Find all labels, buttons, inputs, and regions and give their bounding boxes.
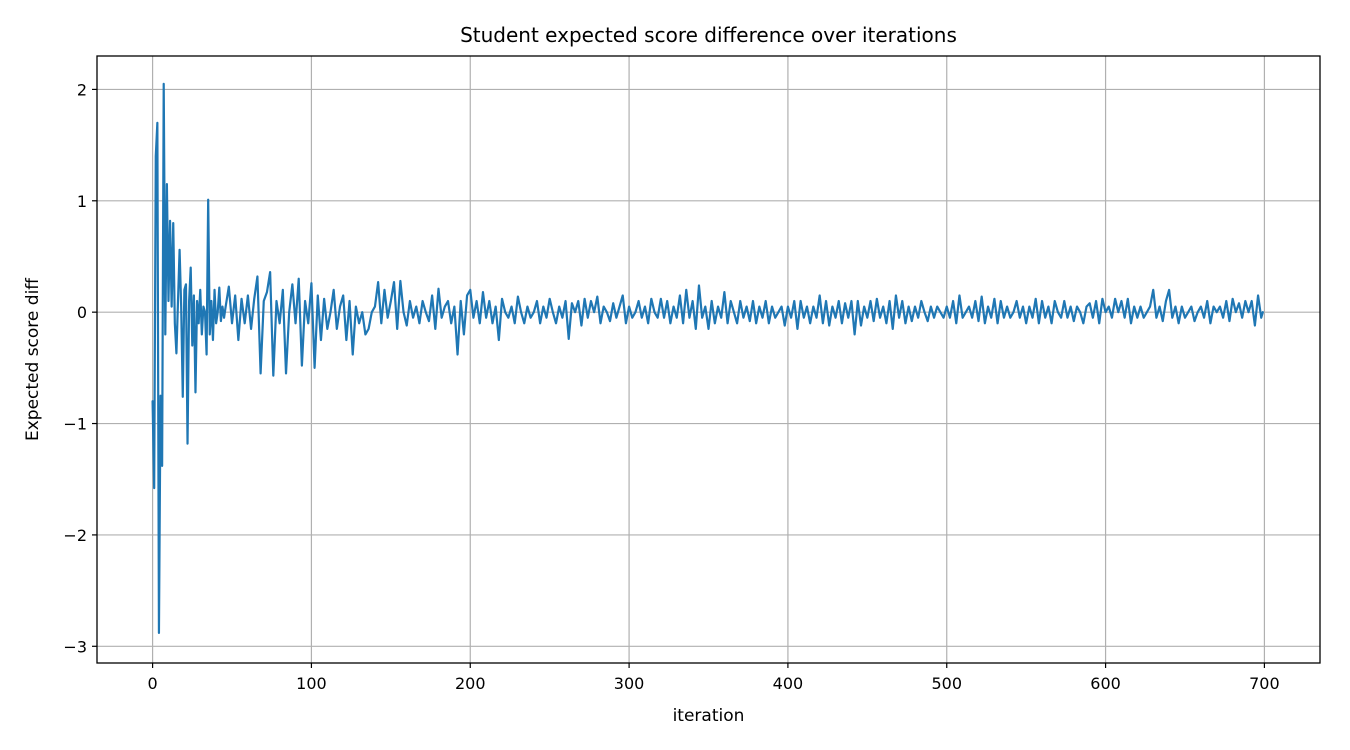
x-tick-label: 700: [1249, 674, 1280, 693]
x-tick-label: 500: [931, 674, 962, 693]
x-tick-label: 100: [296, 674, 327, 693]
y-tick-label: 0: [77, 303, 87, 322]
y-tick-label: 2: [77, 80, 87, 99]
chart-title: Student expected score difference over i…: [460, 23, 957, 47]
ticks: 0 100 200 300 400 500 600 700 −3 −2 −1 0 1 2: [63, 80, 1279, 693]
y-axis-label: Expected score diff: [23, 277, 43, 441]
x-tick-label: 0: [147, 674, 157, 693]
x-tick-label: 300: [614, 674, 645, 693]
y-tick-label: −1: [63, 415, 87, 434]
y-tick-label: −2: [63, 526, 87, 545]
x-tick-label: 600: [1090, 674, 1121, 693]
series-line-0: [151, 82, 1264, 635]
x-tick-label: 400: [773, 674, 804, 693]
y-tick-label: 1: [77, 192, 87, 211]
plot-frame: [96, 55, 1321, 664]
x-tick-label: 200: [455, 674, 486, 693]
x-axis-label: iteration: [673, 706, 745, 726]
series-layer: [151, 82, 1264, 635]
y-tick-label: −3: [63, 637, 87, 656]
